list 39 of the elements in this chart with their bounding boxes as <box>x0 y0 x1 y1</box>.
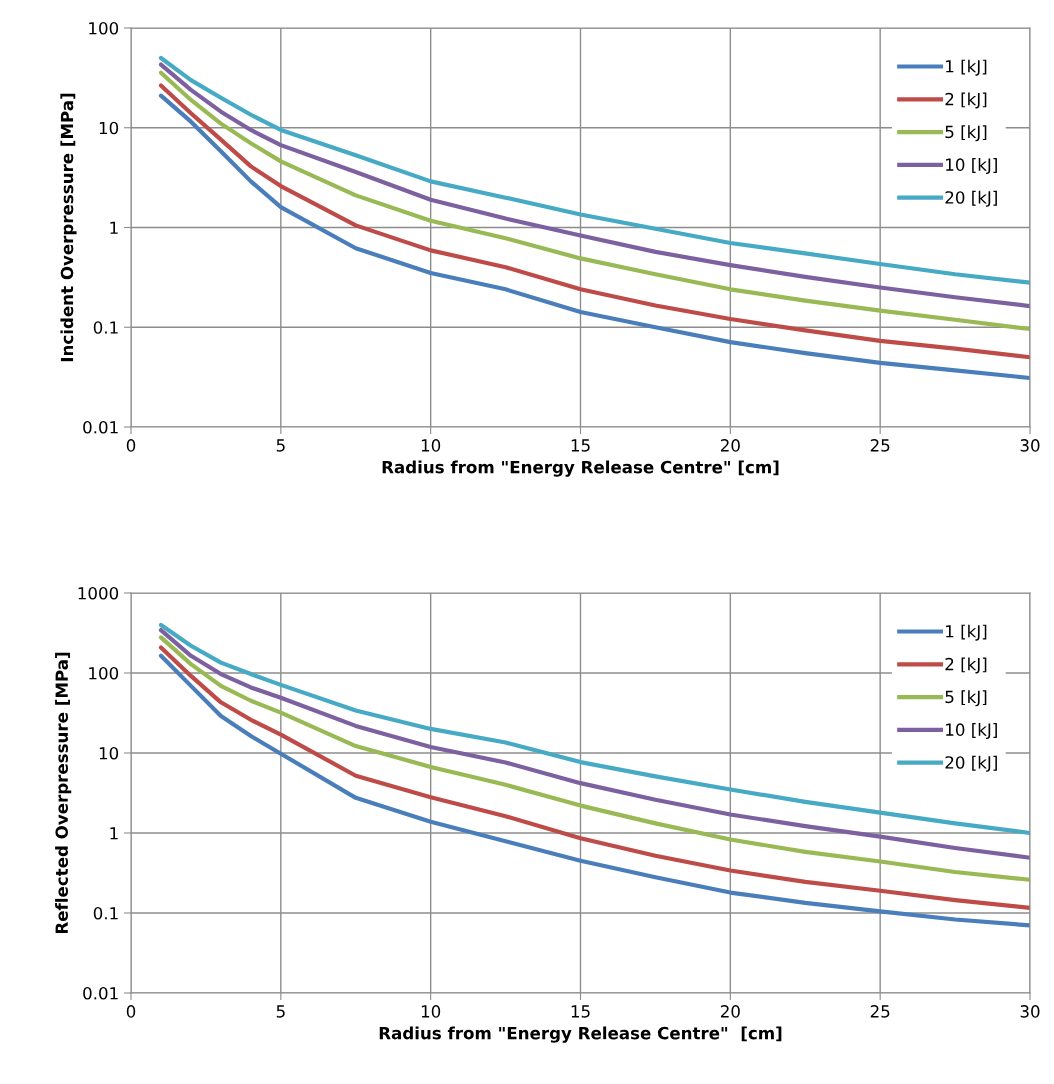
y-tick-label: 10 <box>99 746 119 760</box>
x-axis-title: Radius from "Energy Release Centre" [cm] <box>379 1026 782 1043</box>
legend-label: 20 [kJ] <box>945 755 997 772</box>
legend-label: 10 [kJ] <box>946 158 997 175</box>
x-tick-label: 5 <box>276 1005 285 1018</box>
y-axis-title: Reflected Overpressure [MPa] <box>55 652 72 934</box>
x-tick-label: 30 <box>1020 1005 1040 1018</box>
x-tick-label: 10 <box>421 439 441 452</box>
x-tick-label: 5 <box>276 439 285 452</box>
x-tick-label: 15 <box>571 439 590 452</box>
y-tick-label: 100 <box>89 21 119 35</box>
x-tick-label: 0 <box>126 1005 136 1018</box>
y-tick-label: 1 <box>110 827 118 840</box>
x-tick-label: 10 <box>421 1005 441 1018</box>
x-axis-title: Radius from "Energy Release Centre" [cm] <box>382 460 779 477</box>
legend-label: 5 [kJ] <box>945 125 987 142</box>
legend-label: 5 [kJ] <box>945 690 987 707</box>
y-tick-label: 100 <box>89 666 119 680</box>
y-tick-label: 0.1 <box>93 321 118 334</box>
x-tick-label: 20 <box>720 1005 740 1018</box>
legend-label: 10 [kJ] <box>946 723 997 740</box>
legend-label: 2 [kJ] <box>945 92 987 109</box>
y-tick-label: 0.01 <box>83 420 118 434</box>
legend-label: 1 [kJ] <box>946 59 987 76</box>
x-tick-label: 15 <box>571 1005 590 1018</box>
y-tick-label: 1 <box>110 221 118 234</box>
legend-label: 1 [kJ] <box>946 624 987 641</box>
legend-label: 2 [kJ] <box>945 657 987 674</box>
y-axis-title: Incident Overpressure [MPa] <box>60 93 77 362</box>
legend-label: 20 [kJ] <box>945 190 997 207</box>
y-tick-label: 1000 <box>78 586 119 600</box>
x-tick-label: 30 <box>1020 439 1040 452</box>
x-tick-label: 0 <box>126 439 136 452</box>
y-tick-label: 0.1 <box>93 906 118 920</box>
y-tick-label: 10 <box>99 121 119 135</box>
x-tick-label: 25 <box>870 1005 890 1018</box>
x-tick-label: 20 <box>720 439 740 452</box>
x-tick-label: 25 <box>870 439 890 452</box>
y-tick-label: 0.01 <box>83 986 118 1000</box>
